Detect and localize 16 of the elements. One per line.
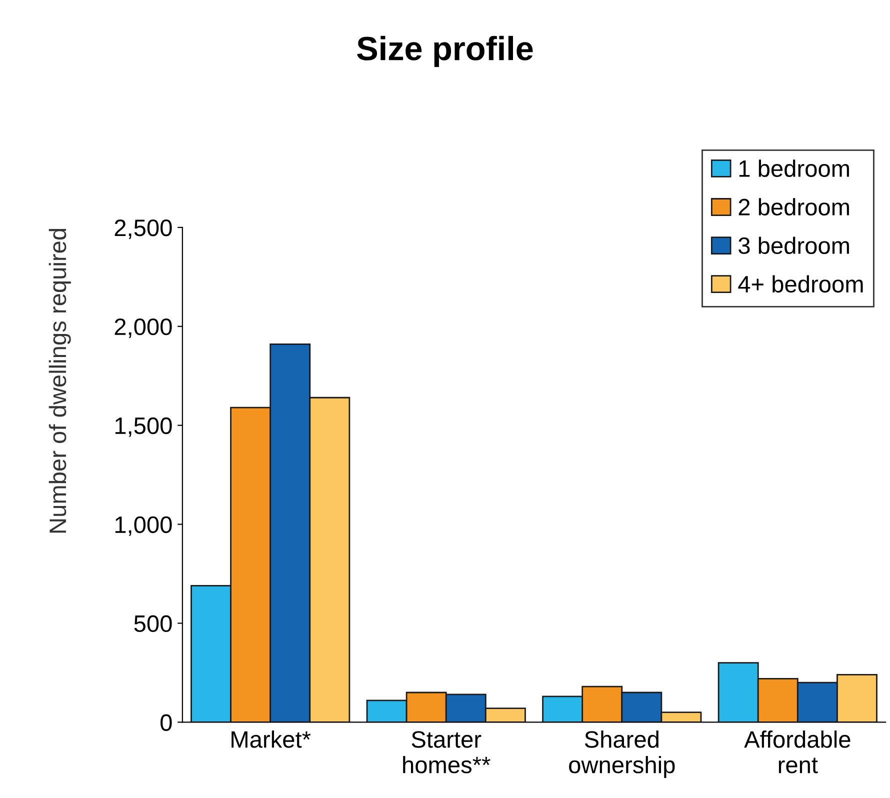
y-tick-label: 2,500	[114, 220, 172, 240]
legend-label: 1 bedroom	[739, 160, 849, 177]
x-tick-label: Affordable rent	[744, 730, 850, 774]
y-axis-title: Number of dwellings required	[48, 228, 71, 533]
legend-label: 3 bedroom	[738, 236, 849, 254]
y-tick-label: 1,500	[115, 417, 172, 437]
x-tick-label: Shared ownership	[569, 730, 675, 778]
chart-title: Size profile	[357, 36, 533, 67]
x-tick-label: Starter homes**	[403, 731, 490, 774]
y-tick-label: 1,000	[115, 516, 172, 536]
x-tick-label: Market*	[232, 730, 311, 748]
y-tick-label: 500	[134, 615, 172, 632]
y-tick-label: 2,000	[114, 318, 172, 338]
y-tick-label: 0	[160, 714, 172, 731]
legend-label: 4+ bedroom	[738, 275, 863, 293]
legend-label: 2 bedroom	[738, 198, 849, 216]
